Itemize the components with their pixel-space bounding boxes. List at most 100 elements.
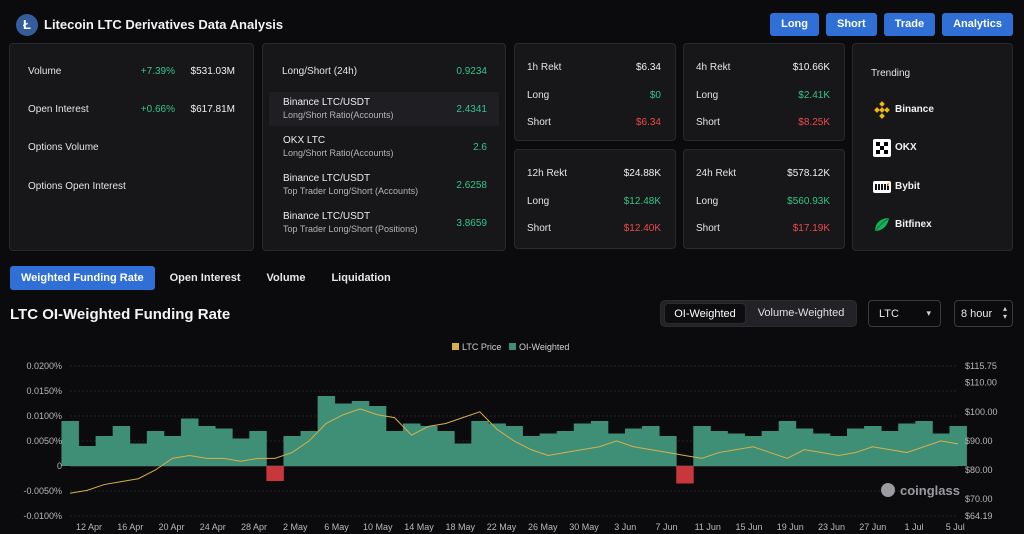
trade-button[interactable]: Trade (883, 13, 936, 36)
funding-bar (881, 431, 899, 466)
exchange-name: Bybit (895, 181, 920, 192)
funding-bar (112, 426, 131, 466)
y-right-tick-label: $90.00 (965, 436, 993, 446)
funding-bar (454, 443, 472, 466)
y-left-tick-label: 0.0200% (26, 361, 62, 371)
ratio-exchange: Binance LTC/USDT (283, 173, 371, 184)
rekt-short-label: Short (696, 223, 720, 234)
ratio-value: 2.6258 (456, 180, 487, 191)
legend-label-oi: OI-Weighted (519, 342, 569, 352)
bitfinex-icon (874, 217, 890, 232)
tab-weighted-funding-rate[interactable]: Weighted Funding Rate (10, 266, 155, 290)
funding-bar (915, 421, 933, 466)
litecoin-icon: Ł (16, 14, 38, 36)
coinglass-watermark: coinglass (881, 483, 960, 498)
funding-bar (351, 401, 370, 466)
funding-bar (932, 433, 950, 466)
rekt-24h-card: 24h Rekt $578.12K Long $560.93K Short $17.1… (683, 149, 845, 249)
funding-bar (249, 431, 267, 466)
funding-bar (95, 436, 114, 466)
funding-bar (710, 431, 728, 466)
rekt-long-label: Long (527, 196, 550, 207)
ratio-row[interactable]: Binance LTC/USDT Top Trader Long/Short (… (269, 206, 499, 240)
funding-bar (949, 426, 967, 466)
rekt-short: $6.34 (635, 117, 661, 128)
ratio-row[interactable]: Binance LTC/USDT Long/Short Ratio(Accoun… (269, 92, 499, 126)
rekt-short: $17.19K (792, 223, 830, 234)
volume-row: Volume +7.39% $531.03M (10, 64, 253, 80)
chevron-down-icon: ▾ (926, 308, 931, 318)
watermark-text: coinglass (900, 483, 960, 498)
interval-select[interactable]: 8 hour ▴ ▾ (954, 300, 1013, 327)
funding-bar (676, 466, 694, 484)
funding-bar (607, 433, 626, 466)
rekt-total: $6.34 (635, 62, 661, 73)
short-button[interactable]: Short (825, 13, 877, 36)
options-oi-label: Options Open Interest (28, 181, 126, 192)
funding-area (61, 396, 967, 484)
trending-binance[interactable]: Binance (873, 100, 993, 120)
y-right-tick-label: $80.00 (965, 465, 993, 475)
long-short-header: Long/Short (24h) 0.9234 (263, 64, 505, 80)
x-tick-label: 10 May (363, 522, 393, 532)
legend-swatch-oi (509, 343, 516, 350)
x-tick-label: 1 Jul (904, 522, 923, 532)
ltc-price-line (69, 408, 959, 494)
long-short-title: Long/Short (24h) (282, 66, 358, 77)
funding-bar (829, 436, 848, 466)
y-left-tick-label: 0.0150% (26, 386, 62, 396)
funding-bar (812, 433, 831, 466)
legend-swatch-price (452, 343, 459, 350)
funding-bar (795, 428, 814, 466)
rekt-period: 4h Rekt (696, 62, 731, 73)
funding-bar (129, 443, 148, 466)
symbol-select[interactable]: LTC ▾ (868, 300, 941, 327)
x-tick-label: 24 Apr (200, 522, 226, 532)
right-axis: $115.75 $110.00 $100.00 $90.00 $80.00 $70.00 $… (965, 361, 998, 521)
trending-bitfinex[interactable]: Bitfinex (873, 215, 993, 235)
volume-change: +7.39% (140, 66, 175, 77)
funding-bar (556, 431, 575, 466)
symbol-select-value: LTC (879, 308, 899, 320)
funding-bar (232, 438, 250, 466)
overview-card: Volume +7.39% $531.03M Open Interest +0.… (9, 43, 254, 251)
trending-bybit[interactable]: Bybit (873, 177, 993, 197)
x-tick-label: 20 Apr (158, 522, 184, 532)
funding-bar (590, 421, 609, 466)
oi-weighted-option[interactable]: OI-Weighted (664, 303, 746, 324)
ratio-type: Long/Short Ratio(Accounts) (283, 148, 394, 158)
funding-bar (300, 431, 319, 466)
long-button[interactable]: Long (770, 13, 819, 36)
y-right-tick-label: $70.00 (965, 494, 993, 504)
funding-bar (488, 423, 506, 466)
rekt-period: 12h Rekt (527, 168, 568, 179)
funding-bar (368, 406, 387, 466)
tab-liquidation[interactable]: Liquidation (331, 272, 391, 284)
x-tick-label: 7 Jun (655, 522, 677, 532)
funding-bar (864, 426, 882, 466)
coinglass-icon (881, 483, 895, 497)
funding-bar (61, 421, 79, 466)
funding-bar (471, 421, 489, 466)
rekt-long: $560.93K (787, 196, 830, 207)
trending-card: Trending Binance OKX (852, 43, 1013, 251)
y-left-tick-label: -0.0100% (23, 511, 62, 521)
volume-label: Volume (28, 66, 62, 77)
ratio-row[interactable]: Binance LTC/USDT Top Trader Long/Short (… (269, 168, 499, 202)
tab-volume[interactable]: Volume (266, 272, 306, 284)
legend-label-price: LTC Price (462, 342, 501, 352)
open-interest-value: $617.81M (190, 104, 235, 115)
y-left-tick-label: 0 (57, 461, 62, 471)
ratio-row[interactable]: OKX LTC Long/Short Ratio(Accounts) 2.6 (269, 130, 499, 164)
options-oi-row: Options Open Interest (10, 179, 253, 195)
funding-bar (146, 431, 165, 466)
volume-weighted-option[interactable]: Volume-Weighted (757, 307, 845, 319)
chart-legend: LTC Price OI-Weighted (452, 342, 569, 352)
trending-okx[interactable]: OKX (873, 138, 993, 158)
funding-rate-chart: 0.0200% 0.0150% 0.0100% 0.0050% 0 -0.0050% -0.… (23, 342, 998, 532)
rekt-total: $578.12K (787, 168, 830, 179)
tab-open-interest[interactable]: Open Interest (169, 272, 241, 284)
analytics-button[interactable]: Analytics (942, 13, 1013, 36)
options-volume-row: Options Volume (10, 140, 253, 156)
rekt-long: $12.48K (623, 196, 661, 207)
